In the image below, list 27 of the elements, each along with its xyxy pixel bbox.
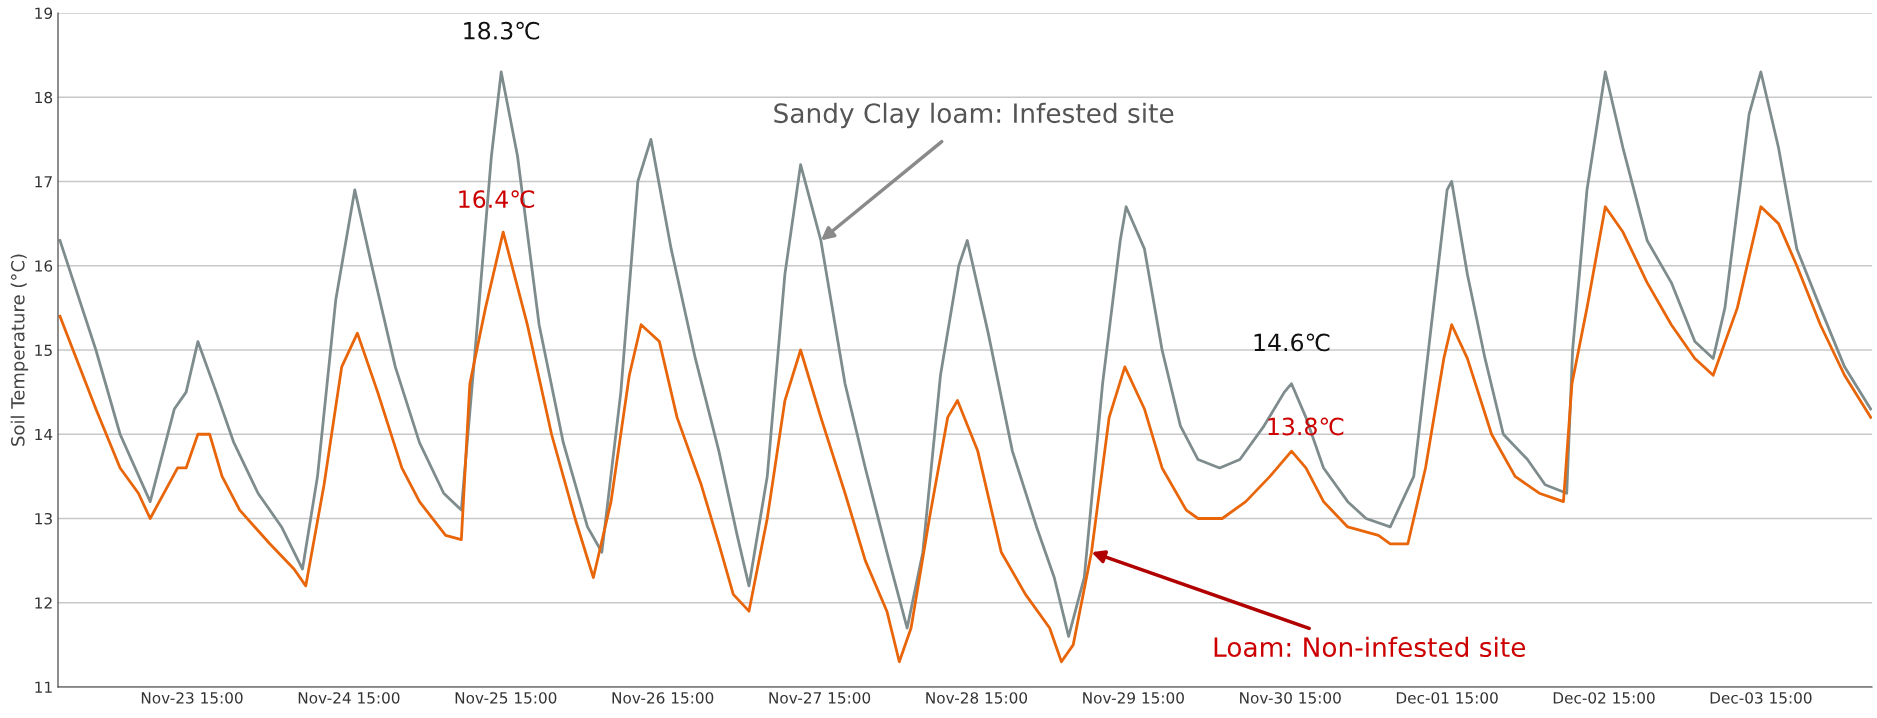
annotation: 14.6℃	[1254, 333, 1330, 352]
annotation: 16.4℃	[459, 190, 535, 209]
x-tick-label: Nov-27 15:00	[769, 692, 871, 704]
y-tick-label: 15	[35, 344, 52, 357]
y-tick-label: 18	[35, 91, 53, 104]
y-tick-label: 14	[35, 428, 53, 441]
y-tick-label: 12	[35, 597, 52, 609]
x-tick-label: Dec-01 15:00	[1396, 692, 1498, 704]
annotation: 18.3℃	[464, 21, 540, 40]
y-tick-label: 11	[35, 681, 52, 693]
x-tick-label: Dec-02 15:00	[1553, 692, 1655, 704]
y-tick-label: 17	[35, 176, 52, 188]
annotation: Sandy Clay loam: Infested site	[774, 102, 1174, 129]
y-axis-title: Soil Temperature (°C)	[10, 254, 29, 446]
annotation: 13.8℃	[1268, 417, 1344, 436]
x-tick-label: Nov-24 15:00	[298, 692, 400, 704]
x-tick-label: Nov-29 15:00	[1083, 692, 1184, 704]
x-tick-label: Nov-28 15:00	[926, 692, 1028, 704]
y-tick-label: 19	[35, 7, 53, 20]
y-tick-label: 13	[35, 512, 52, 525]
annotation: Loam: Non-infested site	[1214, 636, 1526, 658]
x-tick-label: Nov-23 15:00	[141, 692, 243, 704]
x-tick-label: Nov-30 15:00	[1240, 692, 1341, 704]
y-tick-label: 16	[35, 260, 53, 272]
x-tick-label: Nov-26 15:00	[612, 692, 714, 704]
x-tick-label: Dec-03 15:00	[1710, 692, 1812, 704]
x-tick-label: Nov-25 15:00	[455, 692, 557, 704]
